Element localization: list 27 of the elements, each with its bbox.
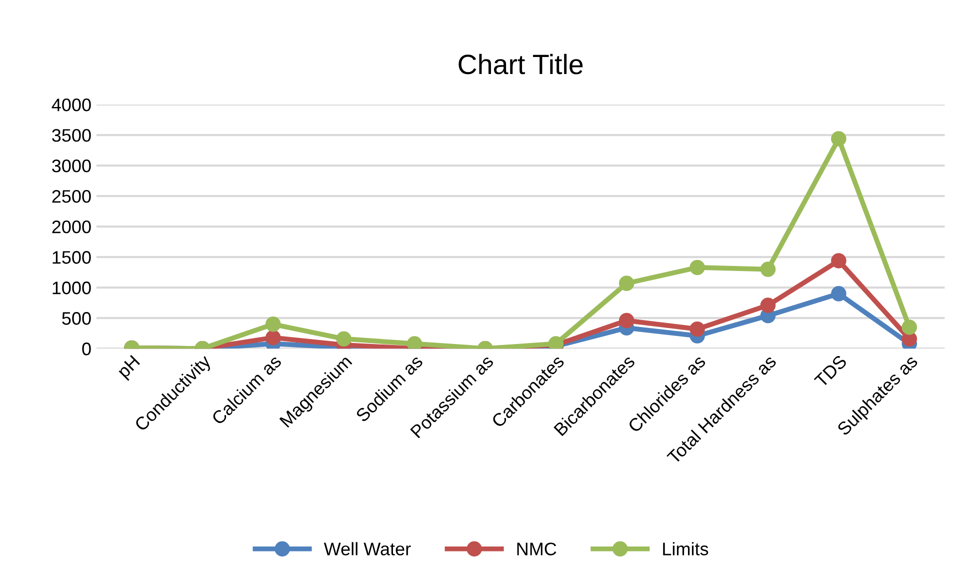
point [831, 253, 846, 268]
legend-label: Limits [663, 542, 708, 556]
y-tick-label: 4000 [52, 98, 91, 112]
point [336, 331, 352, 346]
y-tick-label: 3500 [52, 129, 91, 142]
point [265, 330, 281, 346]
y-tick-label: 3000 [52, 160, 91, 172]
point [265, 316, 281, 332]
legend-label: NMC [517, 542, 556, 556]
point [831, 131, 846, 146]
point [760, 262, 776, 277]
y-tick-label: 2000 [52, 220, 91, 234]
legend-label: Well Water [324, 542, 411, 556]
point [902, 320, 918, 335]
y-tick-label: 1500 [52, 251, 91, 264]
point [760, 298, 776, 313]
point [618, 276, 634, 291]
point [690, 260, 705, 276]
point [690, 321, 705, 337]
point [406, 336, 422, 349]
point [831, 286, 846, 302]
y-tick-label: 0 [82, 342, 91, 356]
y-tick-label: 500 [62, 312, 91, 325]
y-tick-label: 2500 [52, 190, 91, 203]
point [618, 312, 634, 328]
chart-title: Chart Title [458, 54, 583, 74]
y-tick-label: 1000 [52, 282, 91, 294]
